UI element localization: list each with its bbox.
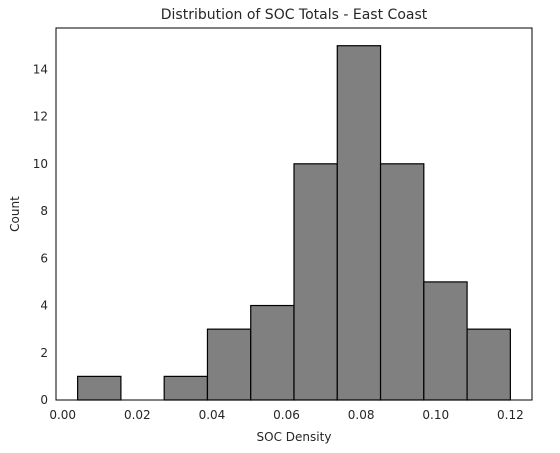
histogram-bar bbox=[379, 163, 425, 401]
y-tick-label: 0 bbox=[40, 393, 48, 407]
x-tick-label: 0.02 bbox=[124, 408, 151, 422]
y-tick-labels: 0 2 4 6 8 10 12 14 bbox=[33, 62, 48, 407]
y-tick-label: 4 bbox=[40, 299, 48, 313]
histogram-bar bbox=[206, 328, 252, 401]
y-tick-label: 10 bbox=[33, 157, 48, 171]
y-tick-label: 14 bbox=[33, 62, 48, 76]
x-tick-label: 0.10 bbox=[422, 408, 449, 422]
x-tick-label: 0.12 bbox=[497, 408, 524, 422]
chart-title: Distribution of SOC Totals - East Coast bbox=[161, 7, 428, 23]
y-tick-label: 8 bbox=[40, 204, 48, 218]
histogram-bar bbox=[336, 45, 382, 401]
y-tick-label: 12 bbox=[33, 110, 48, 124]
histogram-bar bbox=[466, 328, 511, 401]
y-axis-label: Count bbox=[8, 196, 22, 232]
histogram-bar bbox=[77, 375, 122, 401]
x-axis-label: SOC Density bbox=[257, 430, 332, 444]
histogram-bar bbox=[293, 163, 338, 401]
y-tick-label: 2 bbox=[40, 346, 48, 360]
histogram-bar bbox=[423, 281, 468, 401]
x-tick-label: 0.04 bbox=[199, 408, 226, 422]
x-tick-label: 0.00 bbox=[49, 408, 76, 422]
y-tick-label: 6 bbox=[40, 251, 48, 265]
x-tick-label: 0.06 bbox=[273, 408, 300, 422]
histogram-bar bbox=[163, 375, 209, 401]
x-tick-labels: 0.00 0.02 0.04 0.06 0.08 0.10 0.12 bbox=[49, 408, 523, 422]
bars-group bbox=[77, 45, 511, 401]
plot-frame bbox=[55, 27, 533, 401]
x-tick-label: 0.08 bbox=[348, 408, 375, 422]
histogram-bar bbox=[250, 304, 295, 401]
